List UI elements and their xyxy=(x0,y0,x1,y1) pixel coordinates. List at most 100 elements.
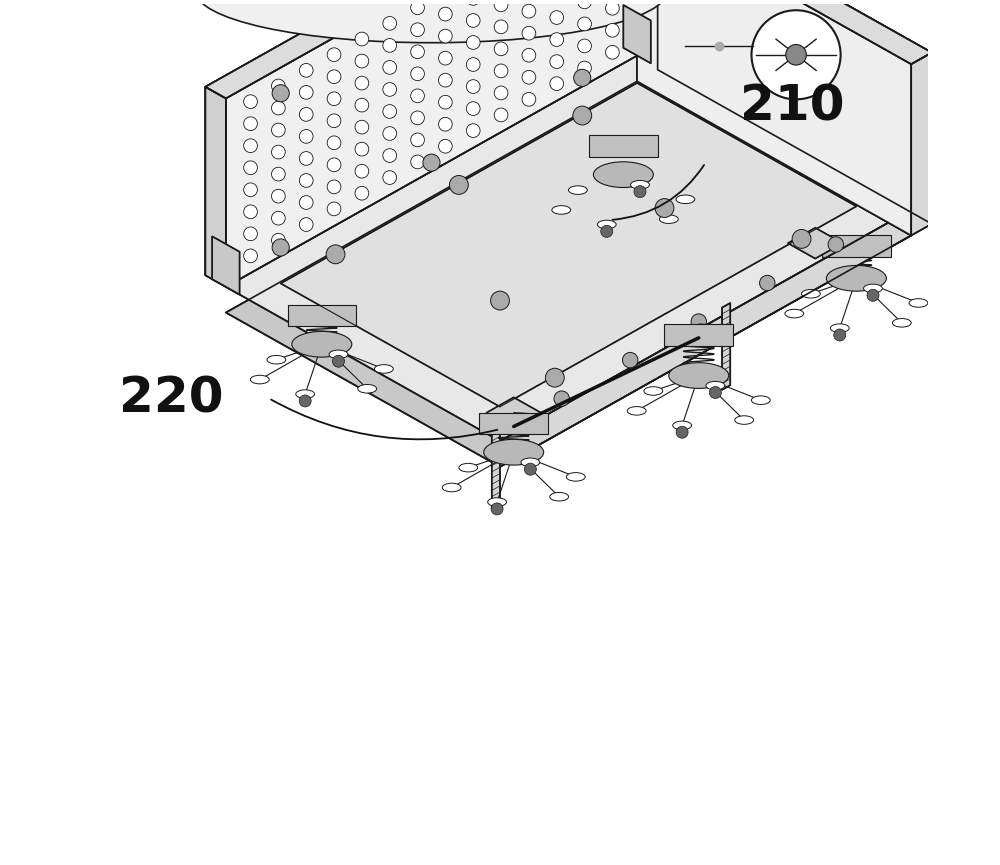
Circle shape xyxy=(355,54,369,68)
Circle shape xyxy=(423,154,440,171)
Circle shape xyxy=(272,145,285,159)
Polygon shape xyxy=(500,210,911,467)
Circle shape xyxy=(327,158,341,171)
Circle shape xyxy=(634,186,646,197)
Circle shape xyxy=(550,54,564,68)
Circle shape xyxy=(752,10,841,99)
Circle shape xyxy=(411,111,424,125)
Ellipse shape xyxy=(644,387,663,395)
Polygon shape xyxy=(664,324,733,345)
Polygon shape xyxy=(205,0,617,275)
Circle shape xyxy=(244,227,257,240)
Circle shape xyxy=(709,387,721,399)
Circle shape xyxy=(466,58,480,72)
Circle shape xyxy=(355,76,369,90)
Circle shape xyxy=(383,149,397,163)
Circle shape xyxy=(623,352,638,368)
Text: 220: 220 xyxy=(119,375,223,422)
Ellipse shape xyxy=(459,464,478,472)
Ellipse shape xyxy=(566,472,585,481)
Polygon shape xyxy=(637,0,932,64)
Circle shape xyxy=(272,123,285,137)
Circle shape xyxy=(466,35,480,49)
Circle shape xyxy=(834,329,846,341)
Ellipse shape xyxy=(569,186,587,195)
Circle shape xyxy=(606,23,619,37)
Circle shape xyxy=(606,46,619,59)
Circle shape xyxy=(578,0,591,9)
Circle shape xyxy=(439,95,452,109)
Ellipse shape xyxy=(593,162,653,188)
Circle shape xyxy=(244,183,257,196)
Ellipse shape xyxy=(374,365,393,373)
Circle shape xyxy=(411,22,424,36)
Ellipse shape xyxy=(521,458,540,466)
Ellipse shape xyxy=(550,492,569,501)
Ellipse shape xyxy=(552,206,571,215)
Circle shape xyxy=(272,234,285,247)
Circle shape xyxy=(449,176,468,195)
Circle shape xyxy=(578,61,591,74)
Ellipse shape xyxy=(892,318,911,327)
Circle shape xyxy=(439,7,452,21)
Circle shape xyxy=(327,70,341,84)
Ellipse shape xyxy=(785,310,804,318)
Circle shape xyxy=(522,4,536,18)
Circle shape xyxy=(550,0,564,3)
Ellipse shape xyxy=(673,421,692,430)
Circle shape xyxy=(327,92,341,106)
Circle shape xyxy=(272,189,285,203)
Circle shape xyxy=(411,89,424,103)
Circle shape xyxy=(411,133,424,147)
Circle shape xyxy=(867,289,879,301)
Circle shape xyxy=(491,503,503,515)
Circle shape xyxy=(601,226,613,237)
Text: 210: 210 xyxy=(740,83,844,131)
Circle shape xyxy=(355,186,369,200)
Polygon shape xyxy=(637,55,911,235)
Circle shape xyxy=(792,229,811,248)
Circle shape xyxy=(355,32,369,46)
Circle shape xyxy=(554,391,569,407)
Circle shape xyxy=(272,239,289,256)
Ellipse shape xyxy=(627,407,646,415)
Circle shape xyxy=(244,117,257,131)
Circle shape xyxy=(383,16,397,30)
Circle shape xyxy=(299,130,313,144)
Circle shape xyxy=(355,120,369,134)
Circle shape xyxy=(383,61,397,74)
Circle shape xyxy=(411,45,424,59)
Circle shape xyxy=(355,99,369,112)
Ellipse shape xyxy=(830,324,849,332)
Circle shape xyxy=(299,151,313,165)
Ellipse shape xyxy=(296,390,315,399)
Ellipse shape xyxy=(909,298,928,307)
Circle shape xyxy=(383,82,397,96)
Circle shape xyxy=(550,33,564,47)
Circle shape xyxy=(326,245,345,264)
Ellipse shape xyxy=(488,497,507,506)
Circle shape xyxy=(272,85,289,102)
Circle shape xyxy=(676,426,688,439)
Circle shape xyxy=(411,67,424,80)
Ellipse shape xyxy=(597,221,616,228)
Circle shape xyxy=(466,80,480,93)
Polygon shape xyxy=(822,235,891,257)
Circle shape xyxy=(383,126,397,140)
Ellipse shape xyxy=(706,381,725,390)
Circle shape xyxy=(244,161,257,175)
Circle shape xyxy=(327,136,341,150)
Polygon shape xyxy=(589,135,658,157)
Polygon shape xyxy=(788,227,843,259)
Circle shape xyxy=(299,395,311,407)
Ellipse shape xyxy=(676,195,695,203)
Circle shape xyxy=(244,249,257,263)
Ellipse shape xyxy=(802,290,820,298)
Circle shape xyxy=(244,205,257,219)
Polygon shape xyxy=(911,53,932,235)
Polygon shape xyxy=(637,0,911,235)
Circle shape xyxy=(299,174,313,188)
Circle shape xyxy=(439,29,452,43)
Polygon shape xyxy=(205,86,226,287)
Ellipse shape xyxy=(292,331,352,357)
